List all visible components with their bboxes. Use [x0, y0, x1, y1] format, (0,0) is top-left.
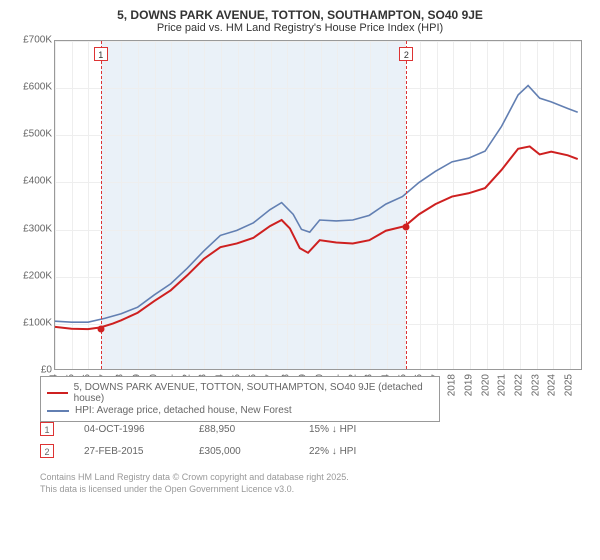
- attribution-line2: This data is licensed under the Open Gov…: [40, 484, 568, 496]
- legend-label: 5, DOWNS PARK AVENUE, TOTTON, SOUTHAMPTO…: [74, 382, 433, 404]
- y-tick-label: £500K: [23, 129, 52, 140]
- chart-title: 5, DOWNS PARK AVENUE, TOTTON, SOUTHAMPTO…: [14, 8, 586, 22]
- x-tick-label: 2020: [480, 374, 491, 396]
- y-axis: £0£100K£200K£300K£400K£500K£600K£700K: [14, 40, 54, 370]
- transaction-price: £305,000: [199, 446, 289, 457]
- transaction-price: £88,950: [199, 424, 289, 435]
- transaction-pct: 15% ↓ HPI: [309, 424, 419, 435]
- legend-row: 5, DOWNS PARK AVENUE, TOTTON, SOUTHAMPTO…: [47, 382, 433, 404]
- transaction-row: 2 27-FEB-2015 £305,000 22% ↓ HPI: [40, 444, 568, 458]
- transaction-marker: 2: [40, 444, 54, 458]
- series-line: [55, 146, 578, 329]
- series-svg: [55, 41, 581, 369]
- marker-label: 2: [399, 47, 413, 61]
- legend-swatch: [47, 410, 69, 412]
- chart-container: 5, DOWNS PARK AVENUE, TOTTON, SOUTHAMPTO…: [0, 0, 600, 560]
- y-tick-label: £200K: [23, 270, 52, 281]
- marker-dot: [403, 224, 410, 231]
- chart-subtitle: Price paid vs. HM Land Registry's House …: [14, 22, 586, 34]
- x-tick-label: 2025: [563, 374, 574, 396]
- marker-line: [406, 41, 407, 369]
- attribution-line1: Contains HM Land Registry data © Crown c…: [40, 472, 568, 484]
- marker-dot: [97, 326, 104, 333]
- y-tick-label: £100K: [23, 317, 52, 328]
- x-tick-label: 2021: [497, 374, 508, 396]
- legend-label: HPI: Average price, detached house, New …: [75, 405, 292, 416]
- x-tick-label: 2019: [464, 374, 475, 396]
- transaction-date: 27-FEB-2015: [84, 446, 179, 457]
- attribution: Contains HM Land Registry data © Crown c…: [40, 472, 568, 495]
- y-tick-label: £600K: [23, 82, 52, 93]
- legend-swatch: [47, 392, 68, 394]
- y-tick-label: £400K: [23, 176, 52, 187]
- x-tick-label: 2024: [547, 374, 558, 396]
- series-line: [55, 86, 578, 323]
- x-tick-label: 2023: [530, 374, 541, 396]
- x-tick-label: 2022: [513, 374, 524, 396]
- legend-row: HPI: Average price, detached house, New …: [47, 405, 433, 416]
- chart-area: £0£100K£200K£300K£400K£500K£600K£700K 12…: [14, 40, 586, 410]
- plot-area: 12: [54, 40, 582, 370]
- transaction-pct: 22% ↓ HPI: [309, 446, 419, 457]
- transaction-date: 04-OCT-1996: [84, 424, 179, 435]
- y-tick-label: £700K: [23, 35, 52, 46]
- y-tick-label: £300K: [23, 223, 52, 234]
- marker-label: 1: [94, 47, 108, 61]
- x-tick-label: 2018: [447, 374, 458, 396]
- transaction-marker: 1: [40, 422, 54, 436]
- legend: 5, DOWNS PARK AVENUE, TOTTON, SOUTHAMPTO…: [40, 376, 440, 422]
- marker-line: [101, 41, 102, 369]
- transaction-row: 1 04-OCT-1996 £88,950 15% ↓ HPI: [40, 422, 568, 436]
